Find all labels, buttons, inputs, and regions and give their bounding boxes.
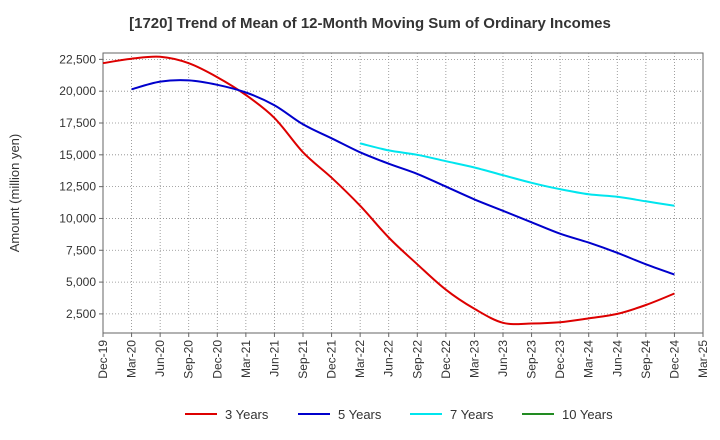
series-lines (102, 55, 675, 326)
x-tick-label: Sep-21 (296, 340, 310, 379)
x-tick-label: Jun-20 (153, 340, 167, 377)
y-axis-label: Amount (million yen) (7, 134, 22, 253)
series-line-3-years (102, 55, 675, 326)
y-axis: 2,500 5,000 7,500 10,000 12,500 15,000 17,500 2… (59, 52, 103, 321)
y-tick-label: 17,500 (59, 116, 96, 130)
y-tick-label: 15,000 (59, 148, 96, 162)
y-tick-label: 20,000 (59, 84, 96, 98)
legend-item-5-years: 5 Years (298, 407, 382, 422)
x-tick-label: Sep-20 (182, 340, 196, 379)
x-tick-label: Mar-20 (125, 340, 139, 378)
legend-item-3-years: 3 Years (185, 407, 269, 422)
legend-label: 10 Years (562, 407, 613, 422)
x-tick-label: Dec-23 (553, 340, 567, 379)
x-tick-label: Mar-24 (582, 340, 596, 378)
series-line-5-years (131, 79, 675, 276)
x-tick-label: Sep-22 (410, 340, 424, 379)
x-tick-label: Jun-22 (382, 340, 396, 377)
y-tick-label: 10,000 (59, 211, 96, 225)
legend-item-10-years: 10 Years (522, 407, 613, 422)
y-tick-label: 7,500 (66, 243, 96, 257)
x-tick-label: Dec-21 (325, 340, 339, 379)
series-line-7-years (359, 142, 675, 207)
x-tick-label: Sep-24 (639, 340, 653, 379)
x-tick-label: Sep-23 (525, 340, 539, 379)
plot-area (102, 52, 704, 334)
y-tick-label: 12,500 (59, 180, 96, 194)
x-tick-label: Dec-22 (439, 340, 453, 379)
x-axis: Dec-19 Mar-20 Jun-20 Sep-20 Dec-20 Mar-21 Jun-… (96, 333, 710, 379)
legend: 3 Years 5 Years 7 Years 10 Years (185, 407, 613, 422)
x-tick-label: Mar-25 (696, 340, 710, 378)
x-tick-label: Jun-21 (267, 340, 281, 377)
legend-label: 5 Years (338, 407, 382, 422)
x-tick-label: Dec-19 (96, 340, 110, 379)
legend-label: 3 Years (225, 407, 269, 422)
x-tick-label: Mar-23 (467, 340, 481, 378)
grid (103, 53, 703, 333)
y-tick-label: 2,500 (66, 307, 96, 321)
x-tick-label: Jun-24 (610, 340, 624, 377)
y-tick-label: 5,000 (66, 275, 96, 289)
legend-label: 7 Years (450, 407, 494, 422)
y-tick-label: 22,500 (59, 52, 96, 66)
x-tick-label: Dec-20 (210, 340, 224, 379)
x-tick-label: Mar-22 (353, 340, 367, 378)
x-tick-label: Dec-24 (667, 340, 681, 379)
chart-title: [1720] Trend of Mean of 12-Month Moving … (129, 15, 611, 32)
x-tick-label: Mar-21 (239, 340, 253, 378)
legend-item-7-years: 7 Years (410, 407, 494, 422)
x-tick-label: Jun-23 (496, 340, 510, 377)
